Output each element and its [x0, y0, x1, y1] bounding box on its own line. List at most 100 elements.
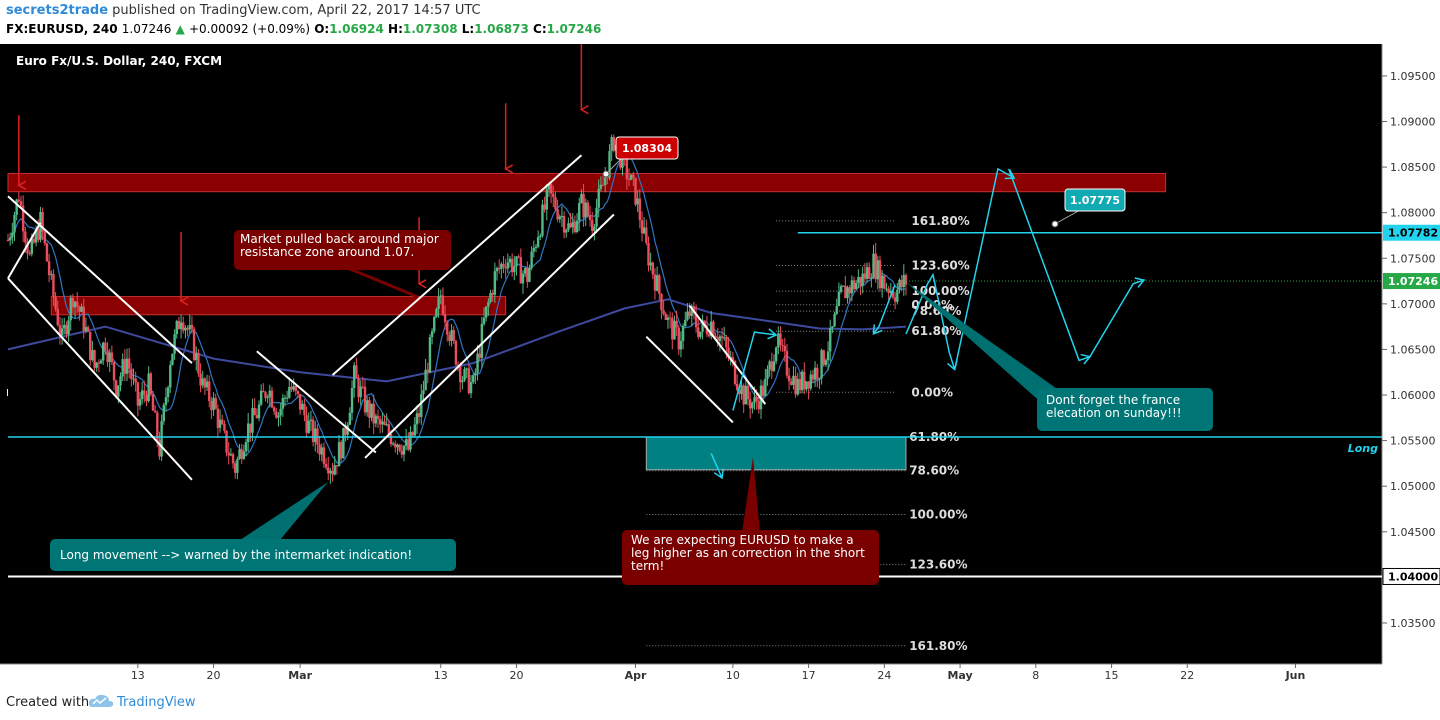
candle-body: [156, 412, 159, 440]
candle-body: [636, 198, 639, 205]
candle-body: [848, 287, 851, 294]
candle-body: [437, 296, 440, 309]
candle-body: [52, 273, 55, 297]
candle-body: [251, 407, 254, 433]
candle-body: [268, 390, 272, 398]
candle-body: [461, 380, 464, 383]
candle-body: [459, 364, 462, 383]
candle-body: [30, 238, 34, 254]
candle-body: [487, 301, 490, 307]
fib-upper-label: 123.60%: [911, 259, 969, 273]
candle-body: [236, 458, 239, 473]
candle-body: [604, 177, 607, 186]
candle-body: [595, 207, 598, 227]
candle-body: [857, 276, 860, 283]
channel-line: [688, 305, 767, 405]
candle-body: [549, 183, 553, 194]
candle-body: [158, 439, 161, 457]
candle-body: [26, 242, 29, 254]
candle-body: [110, 352, 114, 363]
candle-body: [67, 320, 70, 335]
candle-body: [658, 275, 661, 294]
candle-body: [340, 442, 343, 459]
candle-body: [264, 392, 267, 398]
candle-body: [145, 394, 148, 402]
candle-body: [361, 386, 365, 388]
candle-body: [89, 331, 92, 361]
candle-body: [469, 382, 473, 394]
candle-body: [314, 428, 317, 443]
low-label: L:: [461, 22, 475, 36]
candle-body: [591, 220, 594, 231]
candle-body: [701, 321, 704, 332]
candle-body: [15, 199, 18, 215]
candle-body: [357, 378, 360, 398]
high-value: 1.07308: [402, 22, 458, 36]
candle-body: [218, 419, 222, 428]
candle-body: [290, 386, 293, 390]
candle-body: [240, 449, 243, 459]
candle-body: [153, 410, 157, 413]
candle-body: [790, 381, 793, 385]
candle-body: [671, 317, 674, 340]
candle-body: [309, 419, 313, 421]
y-tick-label: 1.07500: [1390, 252, 1436, 265]
candle-body: [307, 420, 310, 433]
candle-body: [199, 373, 202, 386]
candle-body: [143, 390, 146, 395]
callout-expecting-text: We are expecting EURUSD to make a leg hi…: [631, 534, 865, 573]
candle-body: [169, 364, 172, 388]
chart-area[interactable]: 161.80%123.60%100.00%0.00%78.60%61.80%0.…: [0, 44, 1440, 684]
tradingview-cloud-icon: [88, 694, 114, 707]
candle-body: [97, 362, 101, 364]
candle-body: [528, 267, 531, 282]
candle-body: [391, 443, 395, 445]
candle-body: [523, 268, 527, 274]
candle-body: [746, 385, 750, 400]
price-chart[interactable]: 161.80%123.60%100.00%0.00%78.60%61.80%0.…: [0, 44, 1440, 684]
candle-body: [266, 397, 269, 399]
candle-body: [348, 412, 352, 425]
candle-body: [446, 322, 449, 335]
candle-body: [301, 403, 304, 410]
candle-body: [649, 262, 652, 266]
candle-body: [430, 331, 434, 338]
candle-body: [480, 323, 484, 358]
candle-body: [298, 393, 302, 410]
candle-body: [565, 230, 568, 233]
candle-body: [54, 296, 57, 309]
y-tick-label: 1.05000: [1390, 480, 1436, 493]
candle-body: [210, 401, 213, 411]
candle-body: [800, 371, 804, 391]
candle-body: [216, 408, 220, 428]
candle-body: [13, 214, 16, 233]
candle-body: [902, 275, 906, 288]
candle-body: [331, 470, 334, 475]
candle-body: [842, 285, 845, 287]
author-link[interactable]: secrets2trade: [6, 3, 109, 18]
candle-body: [140, 390, 144, 400]
candle-body: [324, 463, 328, 468]
x-tick-label: Jun: [1285, 669, 1306, 682]
candle-body: [19, 201, 23, 206]
candle-body: [829, 327, 832, 352]
tradingview-brand-link[interactable]: TradingView: [117, 695, 196, 710]
candle-body: [130, 368, 133, 379]
candle-body: [885, 288, 888, 290]
candle-body: [121, 359, 124, 377]
candle-body: [50, 273, 53, 276]
candle-body: [190, 324, 194, 329]
price-tag-bg: [1382, 567, 1440, 585]
candle-body: [320, 447, 323, 455]
candle-body: [56, 308, 59, 326]
candle-body: [850, 280, 854, 294]
candle-body: [472, 375, 475, 383]
candle-body: [606, 177, 609, 179]
candle-body: [335, 465, 339, 467]
candle-body: [478, 353, 481, 358]
candle-body: [342, 427, 345, 459]
candle-body: [723, 337, 726, 339]
candle-body: [171, 353, 174, 365]
candle-body: [707, 333, 711, 337]
candle-body: [504, 267, 507, 269]
